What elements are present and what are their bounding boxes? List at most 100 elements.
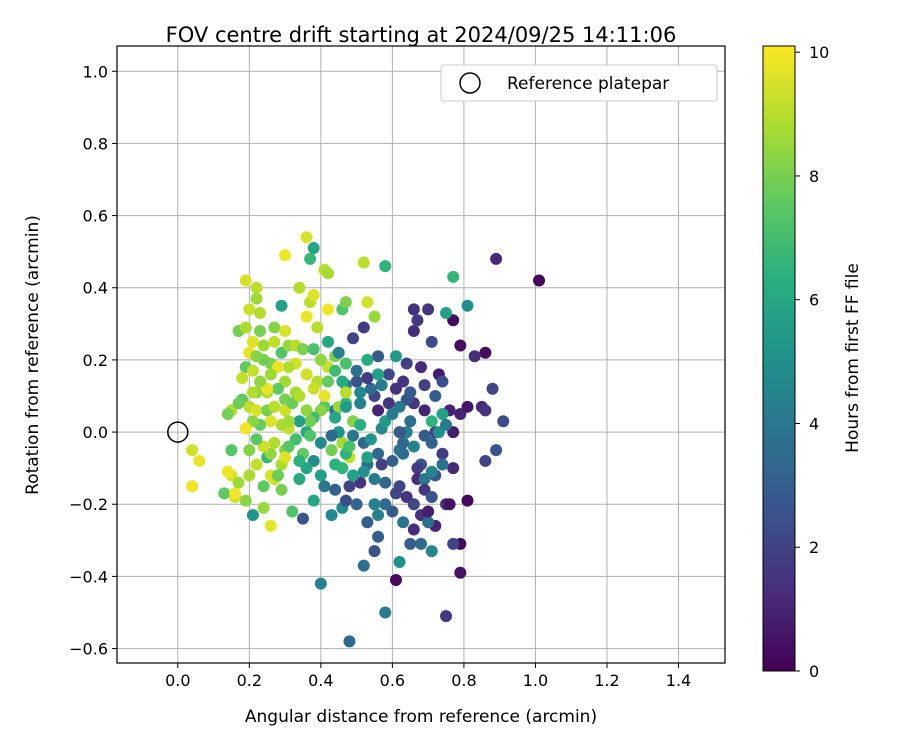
x-tick-label-7: 1.4 [666, 671, 691, 690]
legend-label-reference: Reference platepar [507, 74, 669, 94]
data-point-30 [407, 523, 420, 536]
reference-platepar-marker [167, 421, 189, 443]
data-point-272 [314, 353, 327, 366]
data-point-193 [239, 321, 252, 334]
data-point-183 [311, 321, 324, 334]
data-point-276 [264, 368, 277, 381]
x-tick-label-2: 0.4 [308, 671, 333, 690]
data-point-208 [271, 382, 284, 395]
data-point-146 [300, 368, 313, 381]
x-tick-label-4: 0.8 [451, 671, 476, 690]
data-point-44 [343, 635, 356, 648]
data-point-150 [322, 335, 335, 348]
data-point-50 [339, 494, 352, 507]
data-point-288 [339, 400, 352, 413]
data-point-165 [415, 361, 427, 374]
data-point-240 [379, 476, 392, 489]
data-point-279 [246, 335, 259, 348]
data-point-233 [397, 447, 410, 460]
data-point-109 [418, 404, 431, 417]
data-point-128 [304, 415, 317, 428]
data-point-250 [282, 440, 295, 453]
data-point-262 [404, 386, 417, 399]
x-axis-label: Angular distance from reference (arcmin) [245, 707, 597, 727]
data-point-3 [454, 339, 467, 352]
colorbar-label: Hours from first FF file [843, 263, 863, 453]
data-point-43 [393, 555, 406, 568]
data-point-21 [440, 610, 453, 623]
data-point-280 [268, 335, 281, 348]
data-point-270 [329, 364, 342, 377]
grid-lines [117, 46, 725, 663]
data-point-282 [268, 436, 281, 449]
data-point-105 [436, 458, 449, 471]
data-point-186 [361, 296, 374, 309]
data-point-35 [422, 505, 435, 518]
data-point-285 [271, 469, 284, 482]
data-point-34 [443, 498, 456, 511]
data-point-156 [382, 368, 395, 381]
data-point-205 [296, 343, 309, 356]
x-tick-label-0: 0.0 [165, 671, 190, 690]
data-point-117 [361, 371, 374, 384]
data-point-152 [347, 332, 360, 345]
data-point-169 [379, 260, 392, 273]
data-point-176 [300, 231, 313, 244]
data-point-12 [479, 404, 492, 417]
data-point-119 [350, 364, 363, 377]
data-point-227 [354, 418, 367, 431]
data-point-174 [304, 252, 317, 265]
data-point-64 [229, 487, 242, 500]
x-tick-label-3: 0.6 [380, 671, 405, 690]
data-point-10 [486, 382, 499, 395]
data-point-120 [354, 386, 367, 399]
data-point-133 [264, 415, 277, 428]
colorbar-tick-label-5: 10 [809, 43, 829, 62]
data-point-210 [254, 375, 267, 388]
data-point-0 [533, 274, 546, 287]
x-axis-ticks: 0.0 0.2 0.4 0.6 0.8 1.0 1.2 1.4 [165, 663, 691, 690]
data-point-236 [425, 436, 438, 449]
data-point-212 [236, 371, 249, 384]
data-point-104 [425, 465, 438, 478]
data-point-234 [407, 440, 420, 453]
data-point-13 [454, 408, 467, 421]
data-point-232 [393, 426, 406, 439]
data-point-94 [375, 458, 388, 471]
data-point-101 [411, 462, 424, 475]
data-point-269 [339, 357, 352, 370]
data-point-55 [275, 483, 288, 496]
colorbar: 0 2 4 6 8 10 Hours from first FF file [762, 43, 863, 681]
data-point-291 [304, 429, 317, 442]
y-axis-ticks: −0.6 −0.4 −0.2 0.0 0.2 0.4 0.6 0.8 1.0 [69, 62, 117, 659]
data-point-265 [436, 375, 449, 388]
data-point-173 [322, 267, 335, 280]
legend-marker-reference [459, 72, 481, 94]
data-point-54 [286, 505, 299, 518]
data-point-175 [307, 242, 320, 255]
data-point-224 [339, 386, 352, 399]
data-point-158 [389, 350, 402, 363]
data-point-290 [329, 411, 342, 424]
data-point-70 [243, 469, 256, 482]
data-point-184 [322, 303, 335, 316]
y-axis-label: Rotation from reference (arcmin) [23, 215, 43, 495]
data-point-191 [254, 307, 267, 320]
data-point-273 [307, 343, 320, 356]
data-point-222 [318, 389, 331, 402]
data-point-82 [314, 469, 327, 482]
data-point-166 [440, 307, 453, 320]
chart-title: FOV centre drift starting at 2024/09/25 … [166, 23, 677, 47]
data-point-161 [407, 303, 420, 316]
data-point-177 [279, 249, 292, 262]
data-point-214 [250, 404, 263, 417]
colorbar-gradient [762, 45, 796, 672]
data-point-75 [250, 458, 263, 471]
data-point-242 [357, 465, 370, 478]
y-tick-label-4: 0.2 [83, 351, 108, 370]
data-point-60 [246, 509, 259, 522]
data-point-251 [314, 436, 327, 449]
data-point-216 [268, 400, 281, 413]
data-point-259 [361, 516, 374, 529]
